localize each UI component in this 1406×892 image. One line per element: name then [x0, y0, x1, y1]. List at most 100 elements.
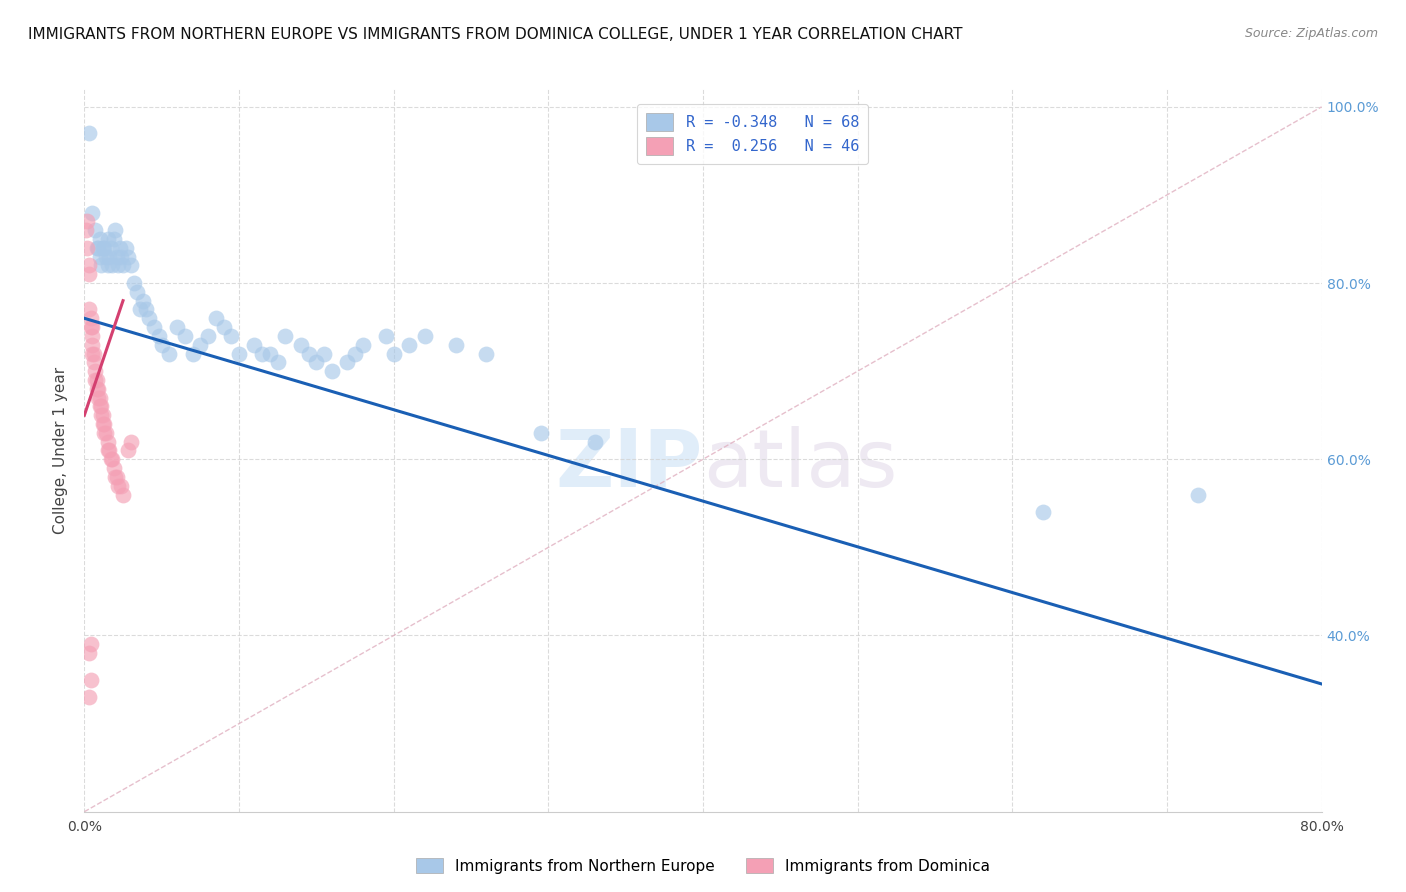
Point — [122, 276, 145, 290]
Point — [115, 241, 138, 255]
Point — [89, 400, 111, 414]
Point — [250, 346, 273, 360]
Point — [91, 417, 114, 431]
Point — [84, 373, 107, 387]
Point — [413, 329, 436, 343]
Point — [76, 241, 98, 255]
Point — [274, 329, 297, 343]
Text: atlas: atlas — [703, 425, 897, 504]
Point — [150, 337, 173, 351]
Point — [107, 259, 129, 273]
Point — [166, 320, 188, 334]
Text: Source: ZipAtlas.com: Source: ZipAtlas.com — [1244, 27, 1378, 40]
Point — [321, 364, 343, 378]
Point — [174, 329, 197, 343]
Point — [228, 346, 250, 360]
Point — [336, 355, 359, 369]
Point — [107, 479, 129, 493]
Point — [382, 346, 405, 360]
Point — [110, 250, 132, 264]
Point — [297, 346, 319, 360]
Point — [87, 382, 110, 396]
Point — [76, 214, 98, 228]
Point — [86, 241, 108, 255]
Point — [120, 259, 142, 273]
Point — [243, 337, 266, 351]
Point — [82, 346, 104, 360]
Point — [475, 346, 498, 360]
Point — [108, 241, 131, 255]
Legend: R = -0.348   N = 68, R =  0.256   N = 46: R = -0.348 N = 68, R = 0.256 N = 46 — [637, 104, 869, 164]
Point — [112, 487, 135, 501]
Text: ZIP: ZIP — [555, 425, 703, 504]
Point — [104, 470, 127, 484]
Point — [79, 311, 101, 326]
Point — [219, 329, 242, 343]
Point — [290, 337, 312, 351]
Point — [129, 302, 152, 317]
Point — [374, 329, 398, 343]
Point — [82, 205, 104, 219]
Legend: Immigrants from Northern Europe, Immigrants from Dominica: Immigrants from Northern Europe, Immigra… — [409, 852, 997, 880]
Point — [103, 461, 125, 475]
Point — [82, 329, 104, 343]
Point — [98, 443, 121, 458]
Point — [197, 329, 219, 343]
Point — [77, 126, 100, 140]
Point — [98, 250, 121, 264]
Point — [343, 346, 366, 360]
Point — [89, 232, 111, 246]
Point — [90, 259, 112, 273]
Point — [125, 285, 148, 299]
Point — [79, 320, 101, 334]
Point — [181, 346, 204, 360]
Point — [83, 346, 105, 360]
Point — [110, 479, 132, 493]
Point — [103, 232, 125, 246]
Text: IMMIGRANTS FROM NORTHERN EUROPE VS IMMIGRANTS FROM DOMINICA COLLEGE, UNDER 1 YEA: IMMIGRANTS FROM NORTHERN EUROPE VS IMMIG… — [28, 27, 963, 42]
Point — [159, 346, 180, 360]
Point — [79, 637, 101, 651]
Point — [89, 391, 111, 405]
Point — [398, 337, 420, 351]
Point — [93, 241, 115, 255]
Point — [1032, 505, 1054, 519]
Point — [101, 259, 124, 273]
Point — [100, 452, 122, 467]
Point — [188, 337, 211, 351]
Point — [132, 293, 155, 308]
Point — [259, 346, 281, 360]
Point — [91, 241, 114, 255]
Point — [77, 267, 100, 281]
Point — [86, 382, 108, 396]
Point — [135, 302, 157, 317]
Point — [89, 250, 111, 264]
Point — [120, 434, 142, 449]
Point — [77, 690, 100, 705]
Point — [352, 337, 374, 351]
Point — [87, 241, 110, 255]
Point — [212, 320, 235, 334]
Point — [1187, 487, 1209, 501]
Point — [93, 417, 115, 431]
Point — [104, 223, 127, 237]
Point — [90, 400, 112, 414]
Point — [75, 223, 97, 237]
Point — [444, 337, 467, 351]
Y-axis label: College, Under 1 year: College, Under 1 year — [53, 367, 69, 534]
Point — [583, 434, 606, 449]
Point — [312, 346, 335, 360]
Point — [267, 355, 290, 369]
Point — [77, 259, 100, 273]
Point — [143, 320, 166, 334]
Point — [77, 302, 100, 317]
Point — [96, 232, 118, 246]
Point — [205, 311, 228, 326]
Point — [90, 408, 112, 422]
Point — [529, 425, 551, 440]
Point — [105, 250, 128, 264]
Point — [94, 250, 117, 264]
Point — [82, 320, 104, 334]
Point — [84, 223, 107, 237]
Point — [77, 646, 100, 660]
